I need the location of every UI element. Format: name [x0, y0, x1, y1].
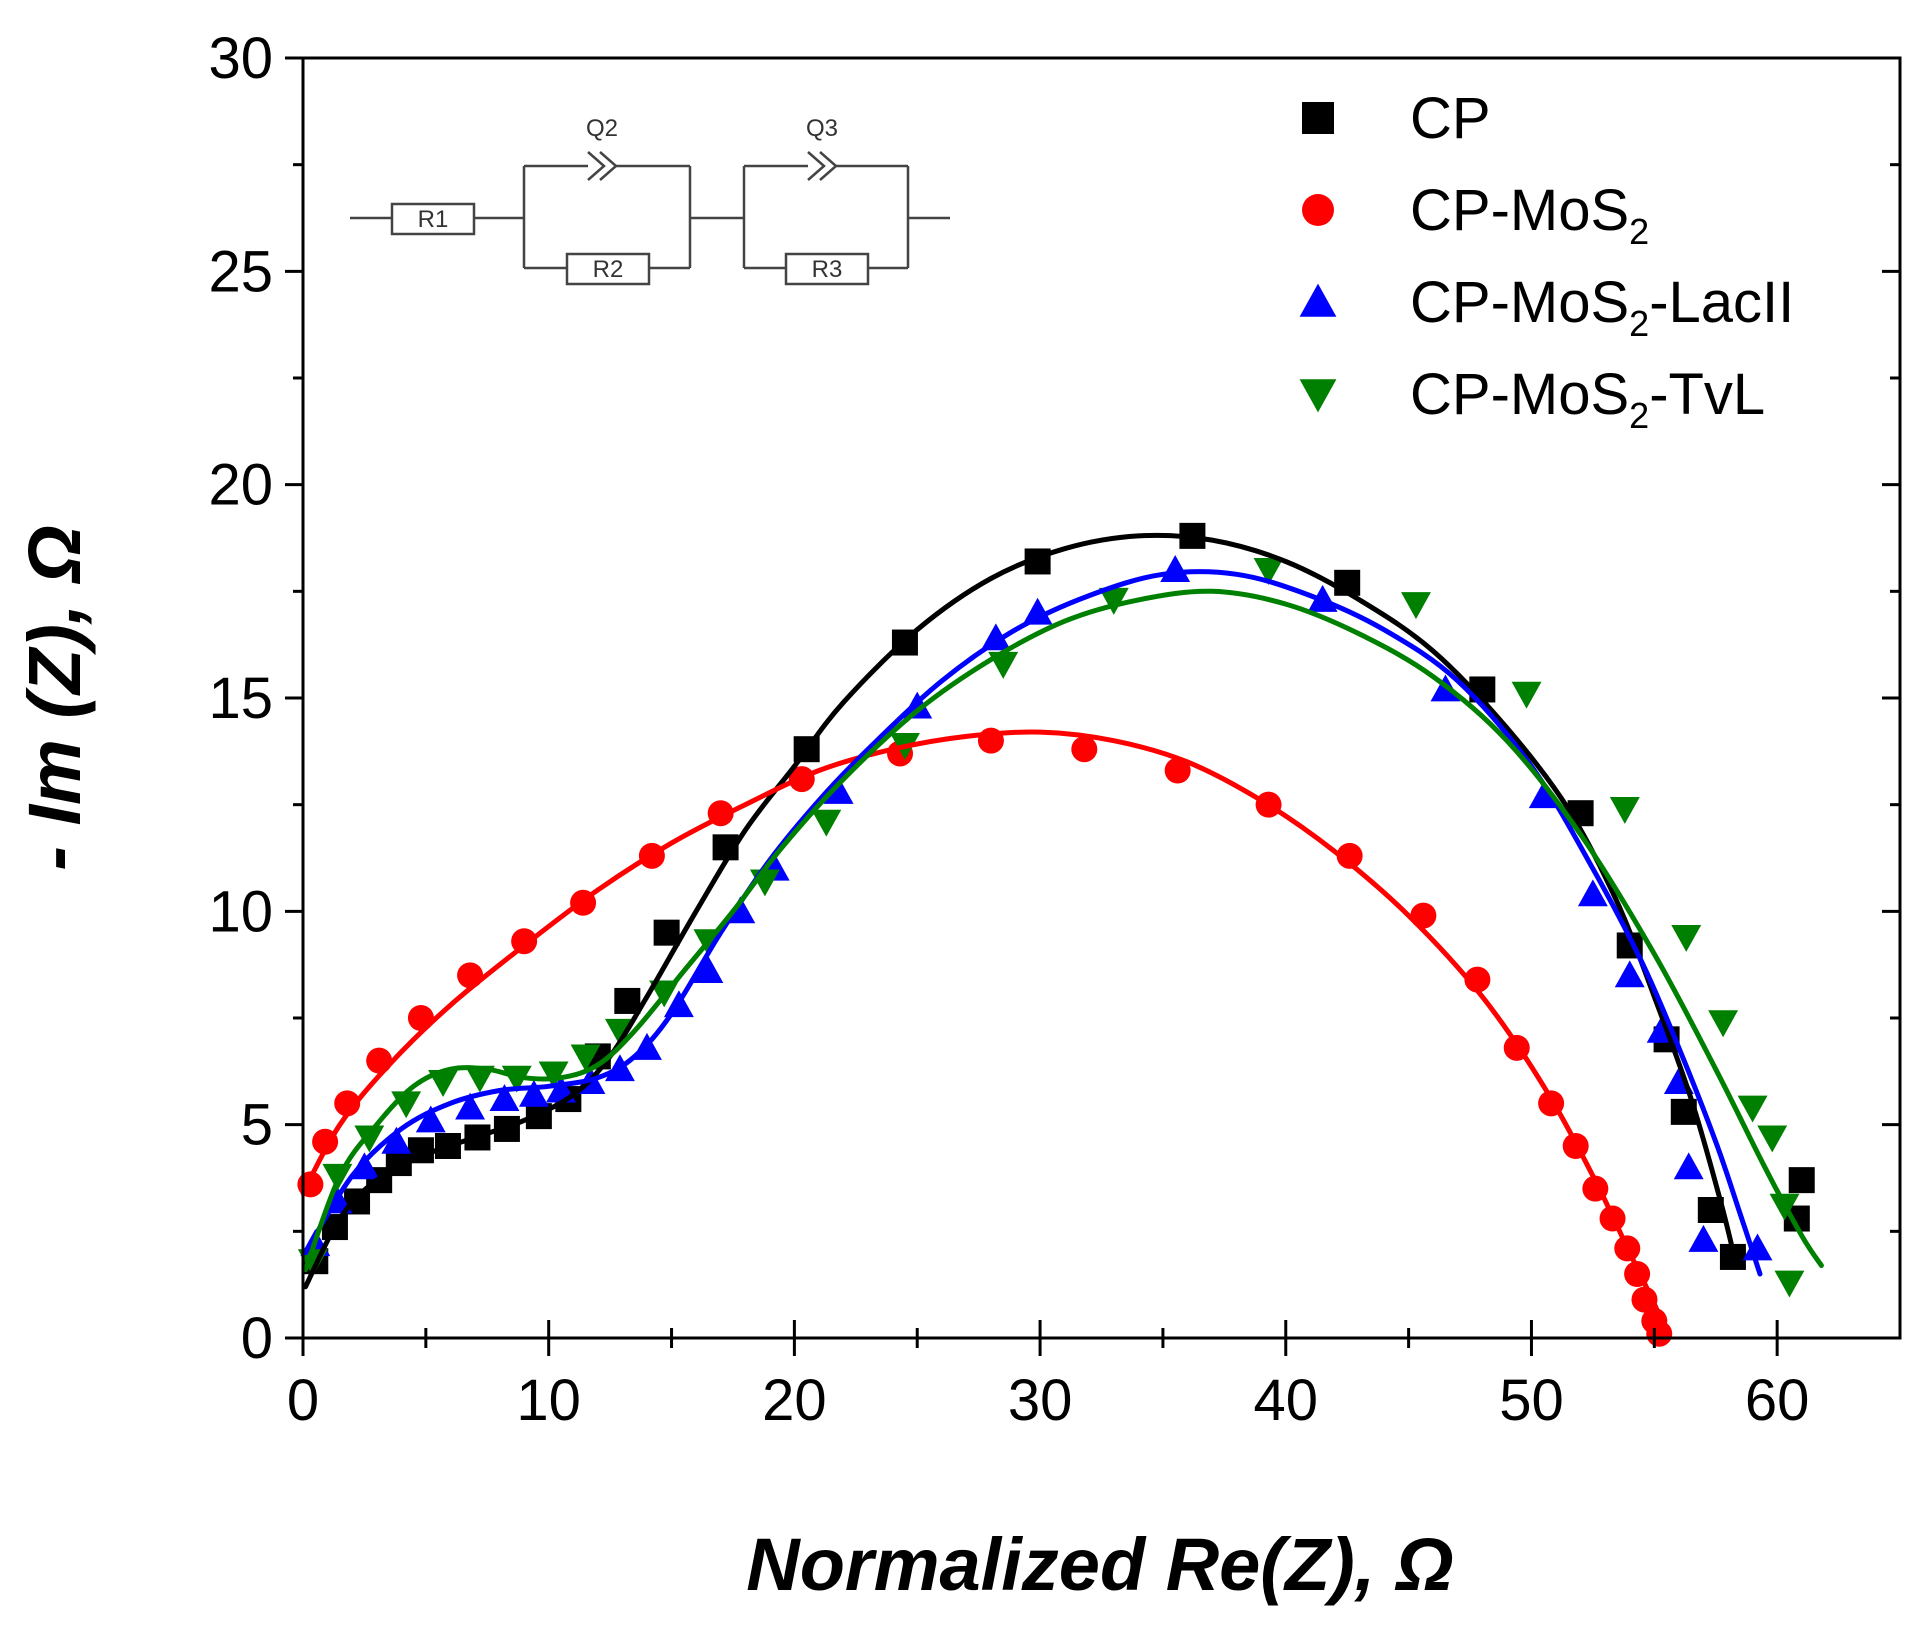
data-point: [693, 956, 724, 984]
legend-entry-0: CP: [1302, 86, 1491, 151]
resistor-r3: [784, 252, 870, 286]
legend-label-main: CP-MoS: [1410, 178, 1629, 243]
x-tick-label: 10: [516, 1368, 581, 1433]
y-tick-label: 5: [241, 1093, 273, 1158]
x-tick-label: 60: [1745, 1368, 1810, 1433]
circuit-label-r3: R3: [812, 256, 843, 283]
data-point: [614, 987, 641, 1014]
data-point: [811, 809, 842, 837]
data-point: [1673, 1152, 1704, 1180]
data-point: [1614, 960, 1645, 988]
legend-label-main: CP: [1410, 86, 1491, 151]
legend-label-tail: -TvL: [1649, 362, 1765, 427]
data-point: [1253, 558, 1284, 585]
x-tick-label: 40: [1254, 1368, 1319, 1433]
legend-label: CP: [1410, 86, 1491, 151]
data-point: [1071, 736, 1098, 763]
x-axis-title: Normalized Re(Z), Ω: [746, 1523, 1453, 1606]
data-point: [1671, 924, 1702, 952]
data-point: [1164, 757, 1191, 784]
y-tick-label: 10: [208, 879, 273, 944]
resistor-r1: [390, 202, 476, 236]
fit-line-0: [303, 532, 1738, 1290]
x-tick-label: 20: [762, 1368, 827, 1433]
x-tick-label: 0: [287, 1368, 319, 1433]
data-point: [980, 623, 1011, 651]
data-point: [428, 1070, 458, 1097]
circuit-labels: R1 Q2 R2 Q3 R3: [418, 115, 843, 283]
legend-label-subscript: 2: [1629, 211, 1649, 252]
y-tick-label: 30: [208, 26, 273, 91]
axes: 0 10 20 30 40 50 60 0 5 10 15 20 25 30: [208, 26, 1900, 1433]
data-point: [489, 1084, 520, 1112]
y-tick-label: 0: [241, 1306, 273, 1371]
circuit-label-q2: Q2: [586, 115, 618, 142]
data-point: [653, 919, 680, 946]
legend-label-tail: -LacII: [1649, 270, 1794, 335]
data-point: [519, 1079, 549, 1107]
data-point: [570, 1044, 601, 1072]
circuit-label-r1: R1: [418, 206, 449, 233]
fit-line-3: [303, 588, 1824, 1273]
equivalent-circuit-inset: [350, 151, 950, 286]
legend-marker: [1302, 194, 1334, 226]
data-point: [381, 1126, 412, 1154]
data-point: [1528, 781, 1559, 809]
legend-entry-2: CP-MoS2-LacII: [1299, 270, 1794, 344]
y-axis-title: - Im (Z), Ω: [13, 525, 96, 871]
circuit-label-r2: R2: [593, 256, 624, 283]
circuit-label-q3: Q3: [806, 115, 838, 142]
x-tick-label: 50: [1499, 1368, 1564, 1433]
data-point: [1774, 1270, 1805, 1298]
data-point: [1737, 1095, 1768, 1123]
legend-label: CP-MoS2-LacII: [1410, 270, 1794, 344]
data-point: [464, 1065, 495, 1093]
legend-label-main: CP-MoS: [1410, 362, 1629, 427]
data-point: [1609, 796, 1640, 824]
fit-line-1: [300, 729, 1670, 1337]
x-tick-label: 30: [1008, 1368, 1073, 1433]
data-point: [1511, 681, 1542, 709]
legend-label: CP-MoS2-TvL: [1410, 362, 1765, 436]
legend-marker: [1299, 283, 1337, 317]
cpe-q3-symbol: [807, 151, 826, 181]
data-point: [1577, 879, 1608, 907]
y-tick-label: 25: [208, 239, 273, 304]
data-point: [366, 1047, 393, 1074]
y-tick-label: 20: [208, 453, 273, 518]
data-point: [1022, 597, 1053, 625]
y-tick-label: 15: [208, 666, 273, 731]
fit-lines: [300, 532, 1824, 1337]
data-point: [1688, 1224, 1719, 1252]
data-point: [1708, 1010, 1739, 1038]
cpe-q2-symbol: [587, 151, 606, 181]
data-point: [354, 1125, 385, 1153]
data-point: [538, 1061, 569, 1089]
legend-label: CP-MoS2: [1410, 178, 1649, 252]
legend-marker: [1299, 379, 1337, 413]
data-point: [455, 1092, 486, 1120]
data-point: [457, 962, 484, 989]
data-point: [1788, 1167, 1815, 1194]
data-point: [1336, 842, 1363, 869]
legend-entry-3: CP-MoS2-TvL: [1299, 362, 1765, 436]
legend-label-subscript: 2: [1629, 303, 1649, 344]
data-point: [1401, 592, 1431, 620]
legend-marker: [1302, 102, 1334, 134]
data-point: [415, 1105, 446, 1133]
legend-label-main: CP-MoS: [1410, 270, 1629, 335]
data-point: [1757, 1125, 1788, 1153]
series-markers-3: [297, 558, 1805, 1298]
fit-line-2: [303, 569, 1763, 1277]
legend-entry-1: CP-MoS2: [1302, 178, 1649, 252]
data-point: [823, 776, 854, 804]
data-point: [1742, 1233, 1773, 1261]
data-point: [1098, 587, 1129, 615]
legend-label-subscript: 2: [1629, 395, 1649, 436]
